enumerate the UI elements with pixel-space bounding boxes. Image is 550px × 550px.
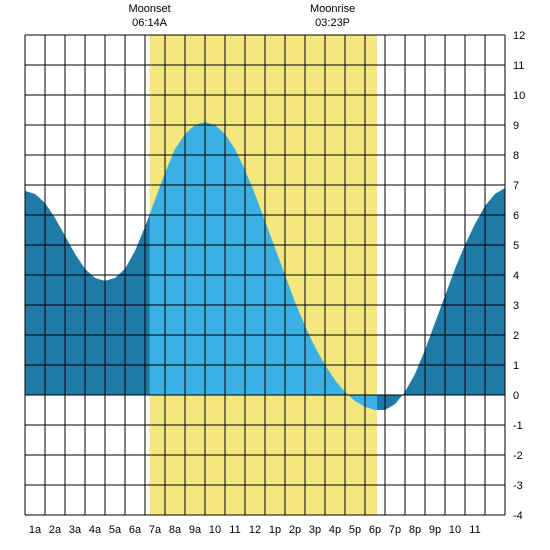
y-tick-label: -1 bbox=[513, 420, 523, 432]
y-tick-label: 10 bbox=[513, 90, 525, 102]
y-tick-label: 0 bbox=[513, 390, 519, 402]
y-tick-label: 11 bbox=[513, 60, 524, 72]
x-tick-label: 5a bbox=[109, 524, 122, 536]
x-tick-label: 9p bbox=[429, 524, 441, 536]
x-tick-label: 2p bbox=[289, 524, 301, 536]
moonset-time: 06:14A bbox=[132, 17, 168, 29]
x-tick-label: 6p bbox=[369, 524, 381, 536]
y-tick-label: 1 bbox=[513, 360, 519, 372]
tide-chart: 1a2a3a4a5a6a7a8a9a1011121p2p3p4p5p6p7p8p… bbox=[0, 0, 550, 550]
x-tick-label: 12 bbox=[249, 524, 261, 536]
x-tick-label: 11 bbox=[469, 524, 480, 536]
y-tick-label: 4 bbox=[513, 270, 519, 282]
x-tick-label: 8p bbox=[409, 524, 421, 536]
x-tick-label: 11 bbox=[229, 524, 240, 536]
x-tick-label: 1p bbox=[269, 524, 281, 536]
x-tick-label: 8a bbox=[169, 524, 182, 536]
x-tick-label: 7p bbox=[389, 524, 401, 536]
moonset-label: Moonset bbox=[128, 3, 170, 15]
x-tick-label: 4a bbox=[89, 524, 102, 536]
x-tick-label: 1a bbox=[29, 524, 42, 536]
x-tick-label: 3a bbox=[69, 524, 82, 536]
x-tick-label: 10 bbox=[449, 524, 461, 536]
x-tick-label: 10 bbox=[209, 524, 221, 536]
y-tick-label: 9 bbox=[513, 120, 519, 132]
y-tick-label: -3 bbox=[513, 480, 523, 492]
y-tick-label: 6 bbox=[513, 210, 519, 222]
y-tick-label: 12 bbox=[513, 30, 525, 42]
x-tick-label: 9a bbox=[189, 524, 202, 536]
moonrise-label: Moonrise bbox=[310, 3, 355, 15]
y-tick-label: 7 bbox=[513, 180, 519, 192]
y-tick-label: 5 bbox=[513, 240, 519, 252]
y-tick-label: 2 bbox=[513, 330, 519, 342]
x-tick-label: 6a bbox=[129, 524, 142, 536]
x-tick-label: 5p bbox=[349, 524, 361, 536]
x-tick-label: 3p bbox=[309, 524, 321, 536]
x-tick-label: 7a bbox=[149, 524, 162, 536]
y-tick-label: 8 bbox=[513, 150, 519, 162]
x-tick-label: 2a bbox=[49, 524, 62, 536]
chart-svg: 1a2a3a4a5a6a7a8a9a1011121p2p3p4p5p6p7p8p… bbox=[0, 0, 550, 550]
x-tick-label: 4p bbox=[329, 524, 341, 536]
y-tick-label: 3 bbox=[513, 300, 519, 312]
moonrise-time: 03:23P bbox=[315, 17, 350, 29]
y-tick-label: -2 bbox=[513, 450, 523, 462]
y-tick-label: -4 bbox=[513, 510, 523, 522]
